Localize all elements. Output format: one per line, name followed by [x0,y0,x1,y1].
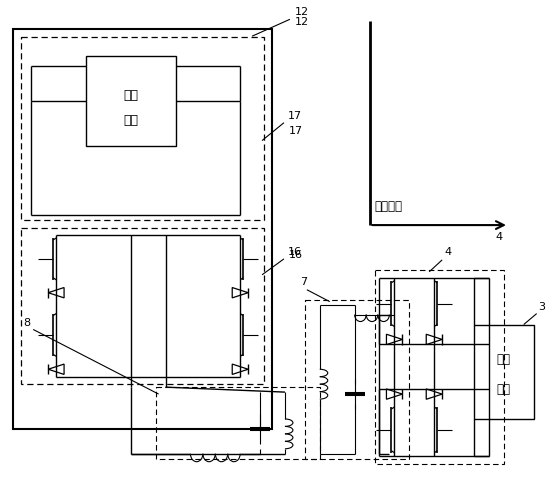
Text: 3: 3 [539,301,546,312]
Text: 电池: 电池 [497,383,511,396]
Text: 元件: 元件 [123,114,138,127]
Text: 4: 4 [496,232,503,242]
Text: 12: 12 [295,7,309,17]
Text: 能量流向: 能量流向 [374,200,402,213]
Text: 16: 16 [288,247,302,257]
Text: 8: 8 [23,317,30,327]
Bar [86,56,176,145]
Text: 17: 17 [289,126,303,136]
Bar [13,29,272,429]
Text: 车载: 车载 [497,353,511,366]
Text: 12: 12 [295,17,309,27]
Text: 储能: 储能 [123,89,138,102]
Bar [474,324,534,419]
Bar [374,270,504,464]
Bar [22,228,264,384]
Text: 7: 7 [300,277,307,287]
Bar [22,37,264,220]
Text: 17: 17 [288,111,302,120]
Text: 4: 4 [444,247,452,257]
Bar [156,387,320,459]
Text: 16: 16 [289,250,303,260]
Bar [305,300,410,459]
